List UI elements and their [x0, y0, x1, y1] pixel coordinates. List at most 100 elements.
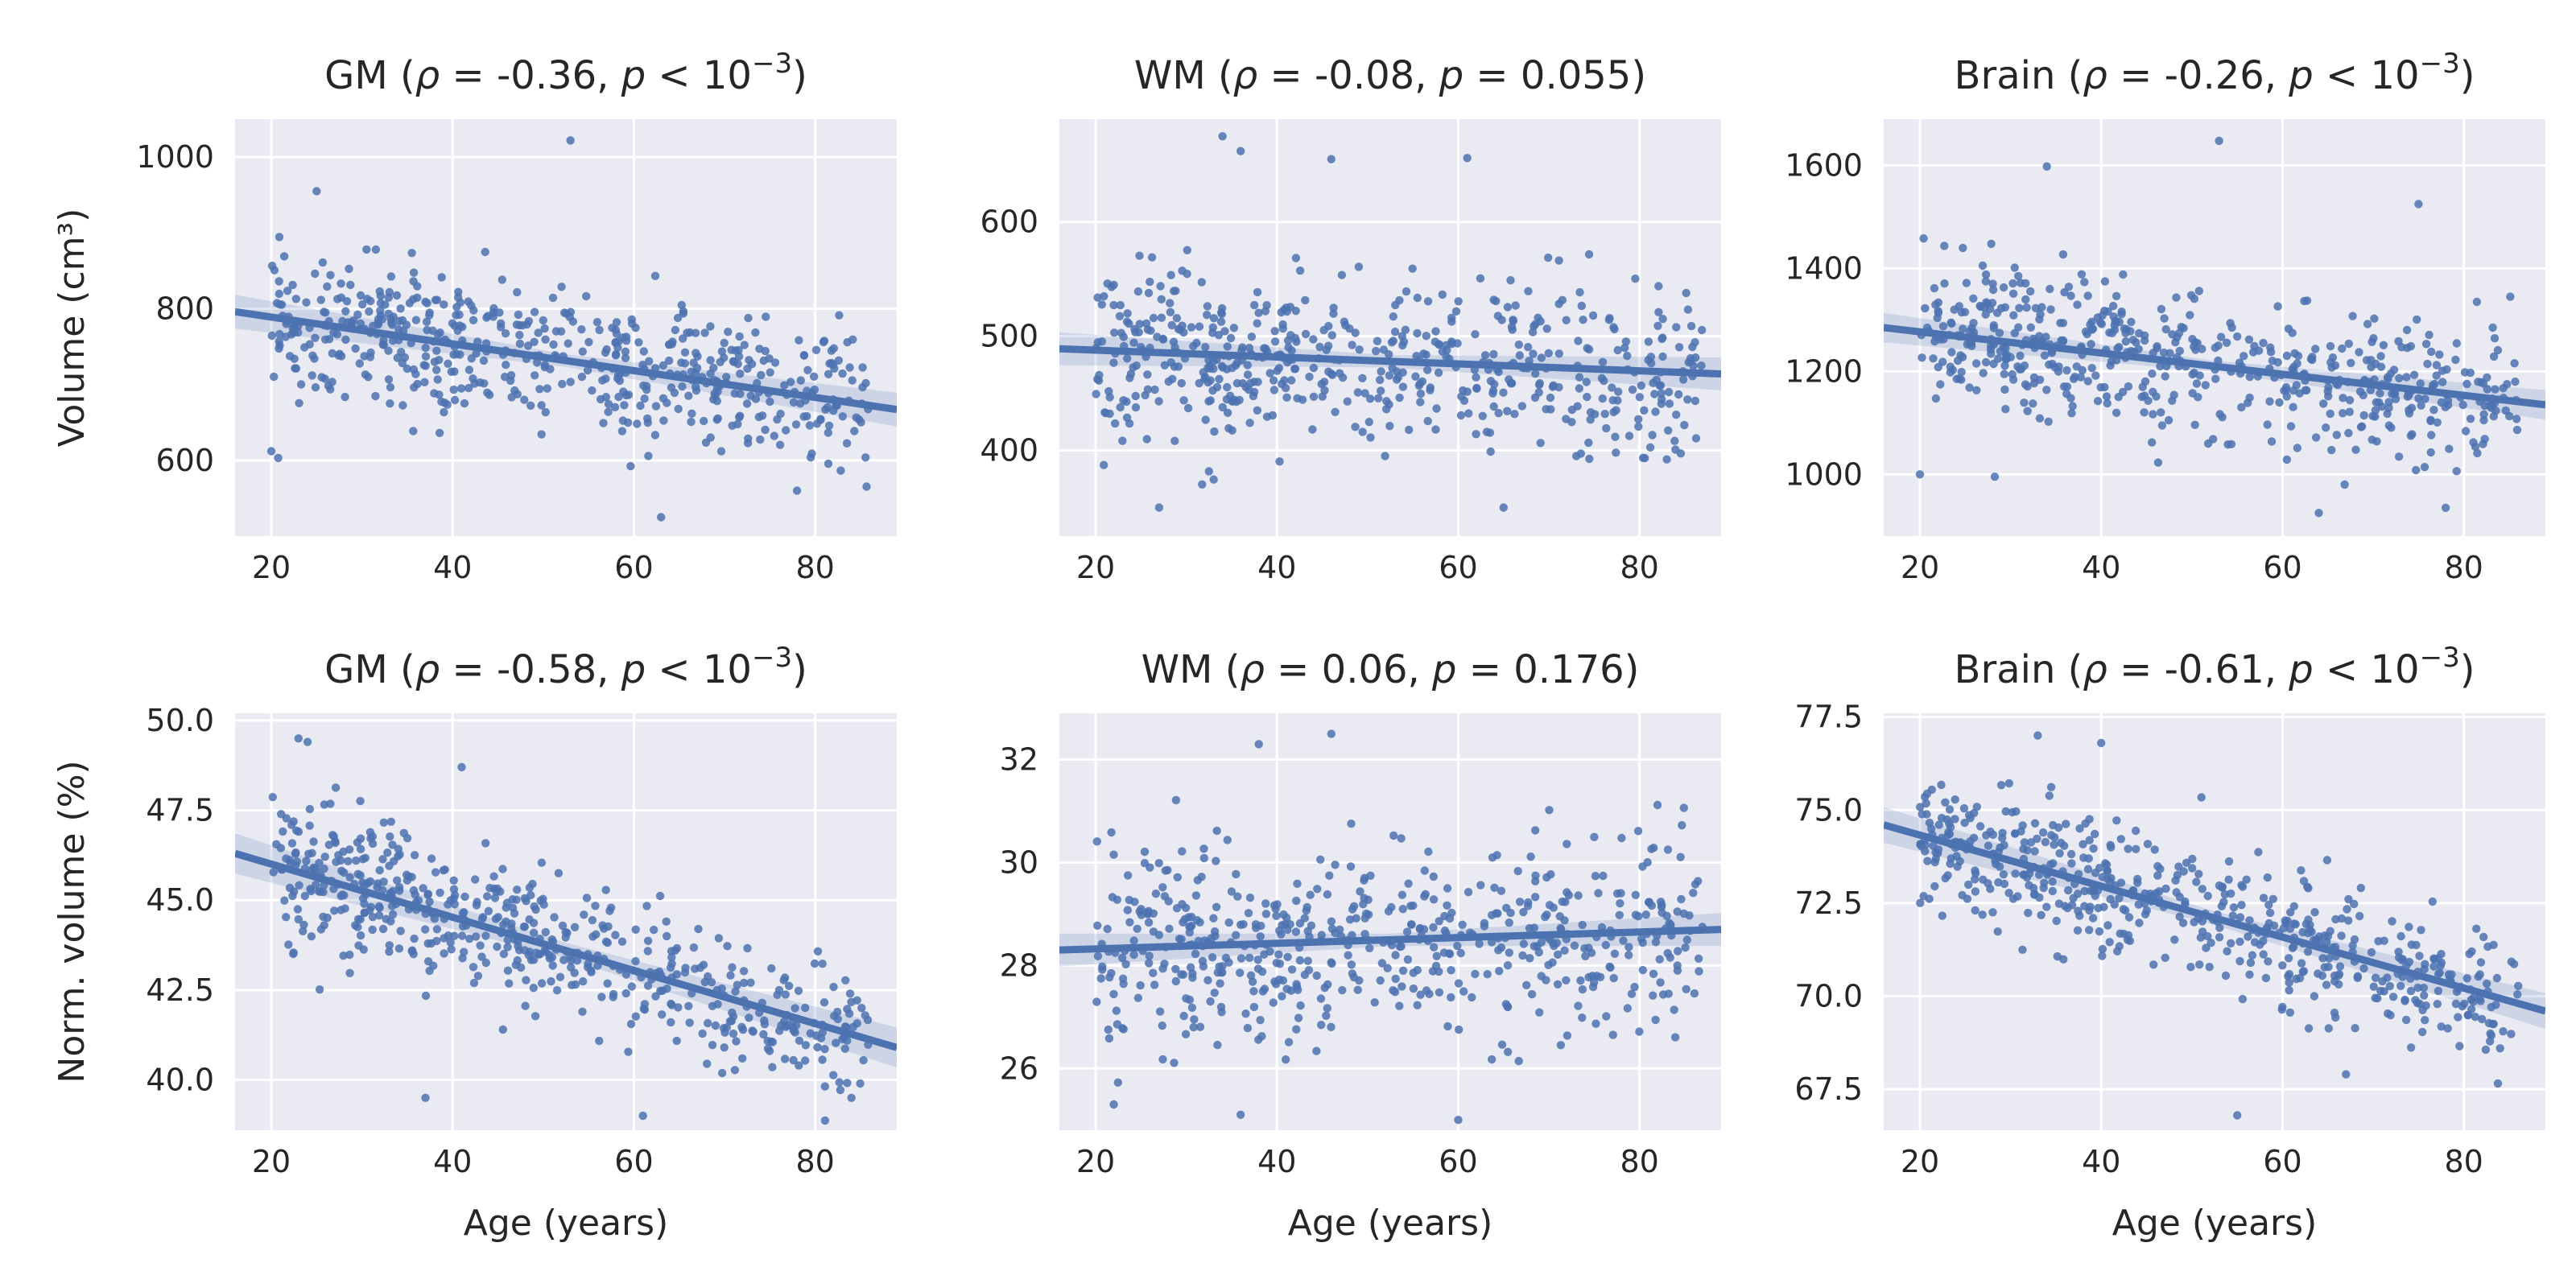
scatter-point	[1478, 411, 1488, 420]
scatter-point	[1574, 1001, 1583, 1010]
scatter-point	[1984, 879, 1992, 888]
scatter-point	[1647, 844, 1656, 853]
scatter-point	[789, 398, 799, 407]
scatter-point	[2303, 947, 2313, 956]
scatter-point	[2046, 782, 2056, 791]
scatter-point	[354, 941, 363, 950]
scatter-point	[2240, 352, 2248, 361]
scatter-point	[588, 386, 597, 395]
scatter-point	[1092, 837, 1102, 846]
scatter-point	[2174, 862, 2183, 871]
scatter-point	[2312, 935, 2321, 944]
scatter-point	[1236, 1110, 1245, 1120]
scatter-point	[385, 287, 394, 297]
scatter-point	[275, 233, 284, 242]
scatter-point	[1167, 320, 1176, 330]
scatter-point	[1377, 367, 1385, 376]
scatter-point	[1586, 415, 1595, 424]
scatter-point	[620, 401, 629, 410]
scatter-point	[1197, 278, 1207, 287]
x-tick-label: 40	[2082, 1144, 2120, 1179]
panel-title: WM (ρ = -0.08, p = 0.055)	[1134, 53, 1646, 98]
scatter-point	[1506, 276, 1515, 285]
scatter-point	[2288, 328, 2297, 337]
scatter-point	[1549, 903, 1558, 912]
scatter-point	[1574, 891, 1583, 900]
scatter-point	[376, 299, 386, 308]
scatter-point	[2197, 793, 2206, 802]
scatter-point	[733, 419, 742, 429]
scatter-point	[402, 320, 411, 329]
scatter-point	[1578, 920, 1587, 930]
scatter-point	[1644, 337, 1653, 346]
scatter-point	[321, 308, 330, 317]
scatter-point	[1431, 425, 1440, 434]
scatter-point	[1282, 985, 1291, 993]
scatter-point	[394, 886, 404, 895]
scatter-point	[1243, 361, 1253, 369]
scatter-point	[535, 385, 544, 394]
scatter-point	[1674, 390, 1683, 399]
scatter-point	[1654, 308, 1663, 316]
scatter-point	[557, 283, 566, 291]
scatter-point	[2080, 886, 2089, 896]
scatter-point	[2415, 952, 2424, 960]
scatter-point	[2421, 394, 2429, 403]
scatter-point	[1223, 382, 1232, 392]
scatter-point	[456, 384, 466, 393]
scatter-point	[326, 799, 335, 808]
scatter-point	[685, 1018, 694, 1027]
scatter-point	[1623, 1004, 1633, 1013]
scatter-point	[1471, 969, 1480, 979]
scatter-point	[2371, 973, 2380, 982]
scatter-point	[2203, 891, 2212, 901]
scatter-point	[1646, 353, 1656, 361]
scatter-point	[1345, 324, 1354, 333]
scatter-point	[2116, 835, 2125, 844]
scatter-point	[341, 392, 349, 402]
scatter-point	[1670, 436, 1679, 445]
scatter-point	[2168, 396, 2177, 405]
scatter-point	[1640, 406, 1649, 415]
scatter-point	[1472, 373, 1480, 382]
scatter-point	[1254, 740, 1263, 749]
scatter-point	[591, 902, 600, 910]
scatter-point	[2238, 994, 2248, 1004]
scatter-point	[2233, 1111, 2242, 1120]
scatter-point	[1443, 884, 1452, 893]
scatter-point	[464, 383, 473, 393]
scatter-point	[1356, 887, 1364, 896]
scatter-point	[726, 971, 735, 980]
scatter-point	[606, 903, 616, 912]
scatter-point	[640, 1005, 650, 1014]
scatter-point	[1397, 834, 1406, 843]
scatter-point	[2015, 303, 2024, 312]
scatter-point	[2172, 293, 2181, 302]
scatter-point	[720, 338, 729, 348]
scatter-point	[1445, 949, 1455, 959]
scatter-point	[1168, 374, 1177, 383]
scatter-point	[2384, 1009, 2392, 1018]
scatter-point	[1925, 818, 1934, 828]
y-tick-label: 72.5	[1794, 886, 1863, 921]
scatter-point	[1528, 328, 1538, 336]
scatter-point	[1282, 1055, 1290, 1064]
plot-marks	[1884, 136, 2545, 518]
scatter-point	[1377, 959, 1387, 968]
scatter-point	[2080, 902, 2089, 910]
scatter-point	[2286, 908, 2295, 917]
scatter-point	[1290, 333, 1300, 343]
scatter-point	[1958, 890, 1967, 900]
scatter-point	[2324, 962, 2333, 972]
x-tick-label: 20	[1076, 550, 1115, 585]
scatter-point	[1524, 898, 1533, 907]
scatter-point	[2115, 894, 2124, 903]
scatter-point	[2207, 939, 2215, 947]
scatter-point	[341, 904, 349, 913]
scatter-point	[1398, 382, 1408, 391]
scatter-point	[1964, 880, 1973, 890]
scatter-point	[1546, 405, 1555, 414]
scatter-point	[696, 964, 705, 972]
scatter-point	[1308, 425, 1317, 434]
scatter-point	[422, 317, 431, 326]
